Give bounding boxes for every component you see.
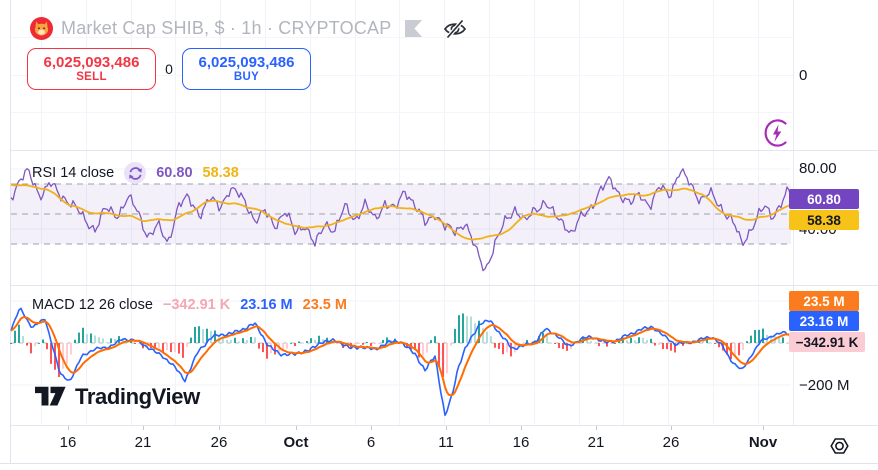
gridline-v [713,0,714,425]
time-tick [219,426,220,430]
macd-hist-badge: −342.91 K [789,332,865,352]
macd-plot-area[interactable] [0,286,878,425]
spread-value: 0 [165,61,173,77]
time-label: 16 [512,434,530,451]
gridline-v [578,0,580,425]
macd-signal-value: 23.5 M [302,297,347,313]
buy-button[interactable]: 6,025,093,486 BUY [182,48,311,90]
time-tick [671,426,672,430]
symbol-title: Market Cap SHIB, $ · 1h · CRYPTOCAP [61,18,392,38]
gridline-v [354,0,356,425]
rsi-header: RSI 14 close 60.80 58.38 [32,162,239,184]
gridline-v [85,0,87,425]
rsi-ma-value: 58.38 [202,165,239,181]
widget-bottom-border [0,463,878,464]
gridline-v [623,0,625,425]
rsi-title[interactable]: RSI 14 close [32,165,115,181]
time-label: 11 [438,434,454,451]
macd-line-value: 23.16 M [240,297,293,313]
time-tick [596,426,597,430]
sell-value: 6,025,093,486 [43,53,140,71]
time-label: 16 [59,434,77,451]
gridline-h [11,37,793,38]
gridline-v [130,0,132,425]
time-tick [143,426,144,430]
symbol-header: Market Cap SHIB, $ · 1h · CRYPTOCAP [30,17,468,40]
gridline-v [668,0,670,425]
time-axis[interactable]: 16 21 26 Oct 6 11 16 21 26 Nov [0,426,878,463]
time-label: 6 [366,434,376,451]
buy-value: 6,025,093,486 [198,53,295,71]
settings-hexagon-icon[interactable] [826,433,852,459]
buy-label: BUY [233,71,260,84]
panel-divider-rsi-macd[interactable] [11,285,878,286]
time-tick [763,426,764,430]
macd-hist-value: −342.91 K [162,297,231,313]
gridline-v [41,0,42,425]
gridline-v [489,0,490,425]
rsi-plot-area[interactable] [0,151,878,285]
tradingview-logo-text: TradingView [75,383,200,409]
time-label: 21 [587,434,605,451]
panel-divider-main-rsi[interactable] [11,150,878,151]
rsi-main-value: 60.80 [156,165,193,181]
trade-buttons: 6,025,093,486 SELL 0 6,025,093,486 BUY [27,48,311,90]
rsi-scale-80: 80.00 [799,160,837,177]
main-scale-zero: 0 [799,67,808,84]
rsi-main-badge: 60.80 [789,189,859,209]
gridline-v [309,0,311,425]
macd-scale-minus200: −200 M [799,377,850,394]
gridline-v [220,0,222,425]
eye-hidden-icon[interactable] [442,18,468,40]
left-toolbar-border [10,0,11,463]
tradingview-logo[interactable]: TradingView [35,382,200,411]
refresh-icon[interactable] [124,162,147,184]
time-tick [521,426,522,430]
time-tick [371,426,372,430]
gridline-h [11,75,793,76]
sell-button[interactable]: 6,025,093,486 SELL [27,48,156,90]
gridline-v [444,0,446,425]
macd-line-badge: 23.16 M [789,311,859,331]
macd-signal-badge: 23.5 M [789,291,859,311]
time-label: 26 [210,434,228,451]
flag-icon[interactable] [403,19,424,38]
macd-title[interactable]: MACD 12 26 close [32,297,153,313]
time-label: 26 [662,434,680,451]
time-tick [296,426,297,430]
time-label: Oct [283,434,309,451]
sell-label: SELL [76,71,107,84]
gridline-v [533,0,535,425]
time-axis-border [11,425,878,426]
time-tick [446,426,447,430]
rsi-ma-badge: 58.38 [789,210,859,230]
shib-logo-icon [30,17,53,40]
tradingview-logo-mark [35,386,66,406]
macd-header: MACD 12 26 close −342.91 K 23.16 M 23.5 … [32,297,347,313]
time-label: 21 [134,434,152,451]
time-label: Nov [748,434,778,451]
gridline-h [11,112,793,113]
flash-boost-icon[interactable] [763,118,791,148]
time-tick [68,426,69,430]
gridline-v [399,0,401,425]
